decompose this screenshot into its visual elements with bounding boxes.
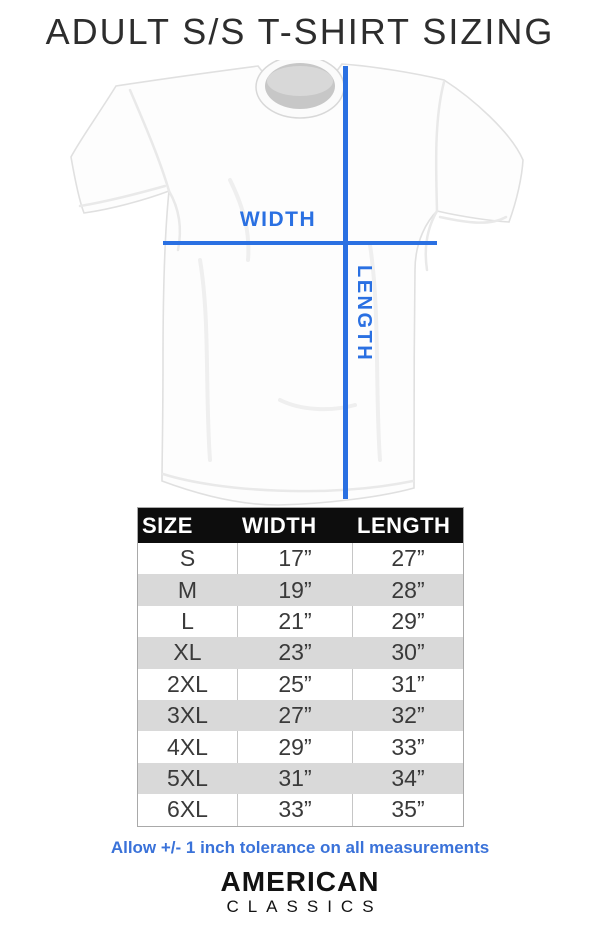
size-cell: M [138, 574, 238, 606]
size-cell: 5XL [138, 762, 238, 795]
tshirt-image [70, 55, 524, 508]
tshirt-wrinkles [198, 178, 382, 462]
length-cell: 34” [353, 762, 463, 795]
size-cell: 6XL [138, 794, 238, 826]
table-row: M 19” 28” [138, 574, 463, 606]
size-table: SIZE WIDTH LENGTH S 17” 27” M 19” 28” L … [137, 507, 464, 827]
header-length: LENGTH [353, 508, 463, 543]
size-cell: S [138, 543, 238, 575]
table-row: 6XL 33” 35” [138, 794, 463, 826]
width-cell: 33” [238, 794, 353, 826]
width-cell: 17” [238, 543, 353, 575]
size-cell: 2XL [138, 668, 238, 700]
brand-name: AMERICAN [220, 866, 380, 897]
width-cell: 21” [238, 605, 353, 638]
width-cell: 25” [238, 668, 353, 700]
tolerance-note: Allow +/- 1 inch tolerance on all measur… [110, 838, 490, 857]
size-cell: 3XL [138, 699, 238, 732]
length-cell: 27” [353, 543, 463, 575]
length-cell: 28” [353, 574, 463, 606]
table-row: L 21” 29” [138, 605, 463, 638]
header-width: WIDTH [238, 508, 353, 543]
table-row: 5XL 31” 34” [138, 762, 463, 795]
width-cell: 31” [238, 762, 353, 795]
tshirt-body [70, 63, 524, 506]
page-title: ADULT S/S T-SHIRT SIZING [45, 11, 555, 52]
table-header-row: SIZE WIDTH LENGTH [138, 508, 463, 543]
tshirt-collar-inner-shadow [267, 66, 333, 96]
length-cell: 31” [353, 668, 463, 700]
brand-logo: AMERICAN CLASSICS [0, 867, 600, 916]
length-cell: 32” [353, 699, 463, 732]
table-row: S 17” 27” [138, 543, 463, 575]
width-measure-line [163, 241, 437, 245]
size-cell: XL [138, 637, 238, 669]
size-cell: L [138, 605, 238, 638]
width-cell: 29” [238, 731, 353, 763]
length-cell: 35” [353, 794, 463, 826]
width-cell: 19” [238, 574, 353, 606]
length-cell: 29” [353, 605, 463, 638]
length-cell: 30” [353, 637, 463, 669]
length-measure-line [343, 66, 348, 499]
table-row: XL 23” 30” [138, 637, 463, 669]
width-cell: 27” [238, 699, 353, 732]
table-row: 2XL 25” 31” [138, 668, 463, 700]
table-row: 4XL 29” 33” [138, 731, 463, 763]
table-row: 3XL 27” 32” [138, 699, 463, 732]
length-cell: 33” [353, 731, 463, 763]
header-size: SIZE [138, 508, 238, 543]
width-label: WIDTH [239, 208, 317, 231]
brand-subname: CLASSICS [226, 897, 383, 916]
length-label: LENGTH [353, 265, 375, 363]
size-cell: 4XL [138, 731, 238, 763]
tshirt-illustration [70, 55, 524, 506]
width-cell: 23” [238, 637, 353, 669]
